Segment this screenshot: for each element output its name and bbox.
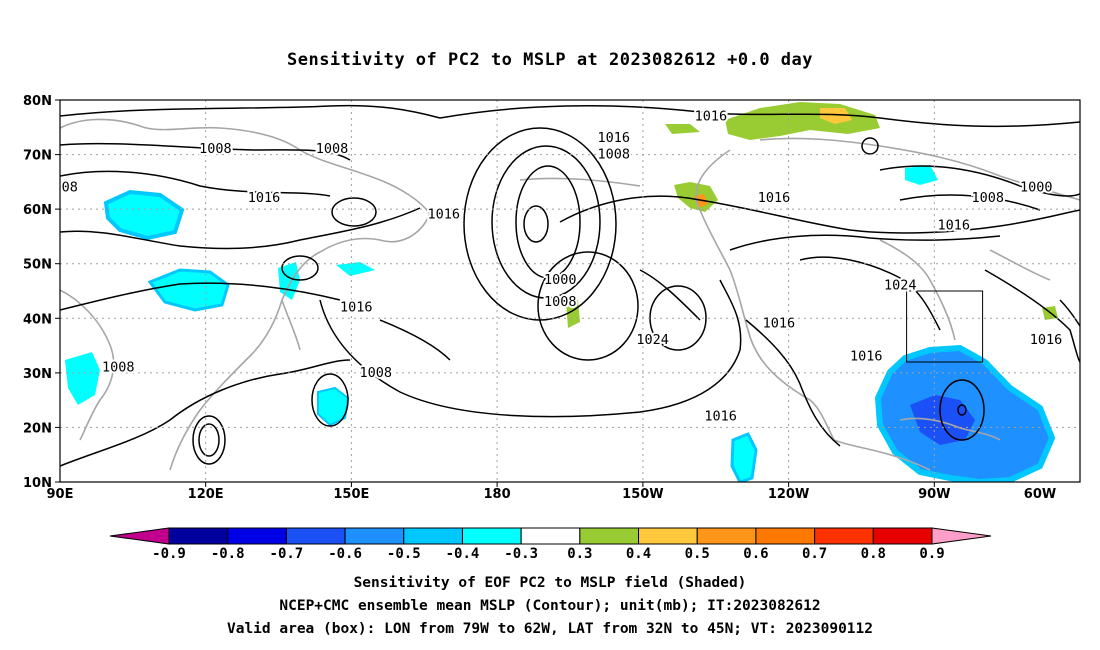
lat-tick-label: 50N [23,258,52,273]
contour-label: 1016 [850,348,883,364]
lat-tick-label: 60N [23,203,52,218]
shade-cyan-india [65,352,100,405]
lon-tick-label: 180 [484,487,511,502]
shade-cyan-arctic [905,165,938,185]
contour-label: 1008 [597,147,630,163]
colorbar-cell [403,527,463,545]
lon-tick-label: 120E [188,487,224,502]
colorbar-low-arrow [109,527,170,545]
colorbar-label: 0.8 [861,546,886,562]
colorbar-cell [814,527,874,545]
colorbar-cell [755,527,816,545]
contour-label: 1016 [340,299,373,315]
lon-ticks [205,482,935,487]
contour-label: 1016 [758,190,791,206]
shade-cyan-west-pacific [317,386,350,427]
lon-tick-label: 90W [918,487,950,502]
contour-label: 1016 [248,190,281,206]
lat-tick-label: 40N [23,312,52,327]
contour-label: 1000 [544,272,577,288]
coastlines [60,118,1080,471]
contour-label: 1016 [597,130,630,146]
colorbar: -0.9 -0.8 -0.7 -0.6 -0.5 -0.4 -0.3 0.3 0.4 0.5 0.6… [109,527,992,562]
caption-valid-area: Valid area (box): LON from 79W to 62W, L… [226,621,873,637]
contour-label: 1008 [971,190,1004,206]
contour-label: 1016 [763,316,796,332]
contour-label: 1016 [695,108,728,124]
chart-title: Sensitivity of PC2 to MSLP at 2023082612… [286,50,813,70]
lat-tick-label: 20N [23,421,52,436]
mslp-contours [60,104,1080,467]
lon-tick-label: 90E [47,487,74,502]
colorbar-label: -0.9 [152,546,186,562]
lat-tick-label: 70N [23,149,52,164]
sensitivity-shading [65,102,1058,482]
colorbar-cell [579,527,640,545]
colorbar-cell [227,527,287,545]
colorbar-cell [344,527,405,545]
shade-green-canada [725,102,880,140]
contour-label: 1016 [1030,332,1063,348]
shade-cyan-mexico [730,432,758,482]
lat-tick-label: 30N [23,367,52,382]
lat-tick-label: 80N [23,94,52,109]
caption-shading: Sensitivity of EOF PC2 to MSLP field (Sh… [353,575,747,591]
colorbar-label: 0.9 [919,546,944,562]
lat-tick-label: 10N [23,476,52,491]
colorbar-cell [461,527,522,545]
lon-tick-label: 150W [622,487,663,502]
colorbar-label: -0.7 [270,546,304,562]
caption-contour: NCEP+CMC ensemble mean MSLP (Contour); u… [279,598,821,614]
lon-tick-label: 150E [333,487,369,502]
colorbar-cell [520,527,581,545]
colorbar-cells [168,527,933,545]
contour-label: 1008 [544,294,577,310]
lon-axis: 90E 120E 150E 180 150W 120W 90W 60W [47,487,1057,502]
map-frame [59,99,1081,483]
contour-label: 1024 [636,332,669,348]
shade-green-bering [665,124,700,134]
colorbar-label: 0.5 [685,546,710,562]
contour-label: 1016 [704,409,737,425]
contour-label: 1008 [199,141,232,157]
colorbar-label: -0.3 [504,546,538,562]
valid-area-box [906,290,984,363]
grid-lines [60,100,1080,482]
colorbar-cell [872,527,933,545]
contour-label: 1008 [316,141,349,157]
colorbar-label: 0.3 [567,546,592,562]
contour-label: 1008 [359,365,392,381]
contour-label: 08 [62,179,78,195]
contour-label: 1016 [937,218,970,234]
colorbar-cell [638,527,698,545]
colorbar-label: -0.4 [446,546,480,562]
contour-label: 1024 [884,278,917,294]
colorbar-cell [168,527,229,545]
shade-cyan-china-north [103,189,185,241]
colorbar-label: 0.4 [626,546,651,562]
colorbar-cell [285,527,346,545]
contour-label: 1016 [427,207,460,223]
colorbar-label: 0.6 [743,546,768,562]
shade-yellow-canada [820,108,852,124]
contour-label: 1008 [102,359,135,375]
colorbar-label: -0.8 [211,546,245,562]
colorbar-label: -0.5 [387,546,421,562]
shade-cyan-dateline [336,262,375,276]
lon-tick-label: 120W [768,487,809,502]
colorbar-label: 0.7 [802,546,827,562]
shade-green-pacific [566,300,580,328]
lat-axis: 80N 70N 60N 50N 40N 30N 20N 10N [23,94,52,491]
lat-ticks [55,99,60,483]
colorbar-label: -0.6 [328,546,362,562]
colorbar-cell [696,527,757,545]
contour-label: 1000 [1020,179,1053,195]
shade-cyan-china-mid [147,268,230,312]
colorbar-labels: -0.9 -0.8 -0.7 -0.6 -0.5 -0.4 -0.3 0.3 0.4 0.5 0.6… [152,546,945,562]
lon-tick-label: 60W [1024,487,1056,502]
colorbar-high-arrow [931,527,992,545]
